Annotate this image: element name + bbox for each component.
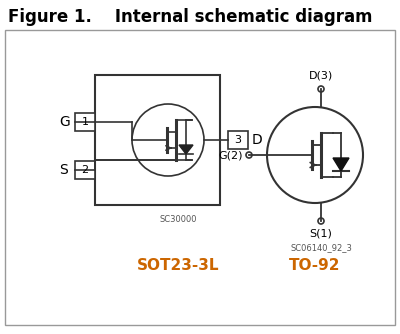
Circle shape (132, 104, 204, 176)
Text: S: S (59, 163, 68, 177)
Text: 3: 3 (234, 135, 242, 145)
Text: 1: 1 (82, 117, 88, 127)
Text: SC06140_92_3: SC06140_92_3 (290, 243, 352, 252)
Polygon shape (179, 145, 193, 154)
Text: D(3): D(3) (309, 71, 333, 81)
Text: SC30000: SC30000 (159, 215, 197, 224)
Text: G(2): G(2) (218, 150, 243, 160)
Bar (95, 75, 220, 205)
Circle shape (318, 218, 324, 224)
Text: Figure 1.    Internal schematic diagram: Figure 1. Internal schematic diagram (8, 8, 372, 26)
Bar (75, 161, 95, 179)
Circle shape (318, 86, 324, 92)
Text: S(1): S(1) (310, 229, 332, 239)
Bar (5, 30, 395, 325)
Bar (75, 113, 95, 131)
Circle shape (267, 107, 363, 203)
Text: SOT23-3L: SOT23-3L (137, 258, 219, 273)
Bar (228, 131, 248, 149)
Circle shape (246, 152, 252, 158)
Text: TO-92: TO-92 (289, 258, 341, 273)
Polygon shape (333, 158, 349, 171)
Text: 2: 2 (82, 165, 88, 175)
Text: D: D (252, 133, 263, 147)
Text: G: G (59, 115, 70, 129)
